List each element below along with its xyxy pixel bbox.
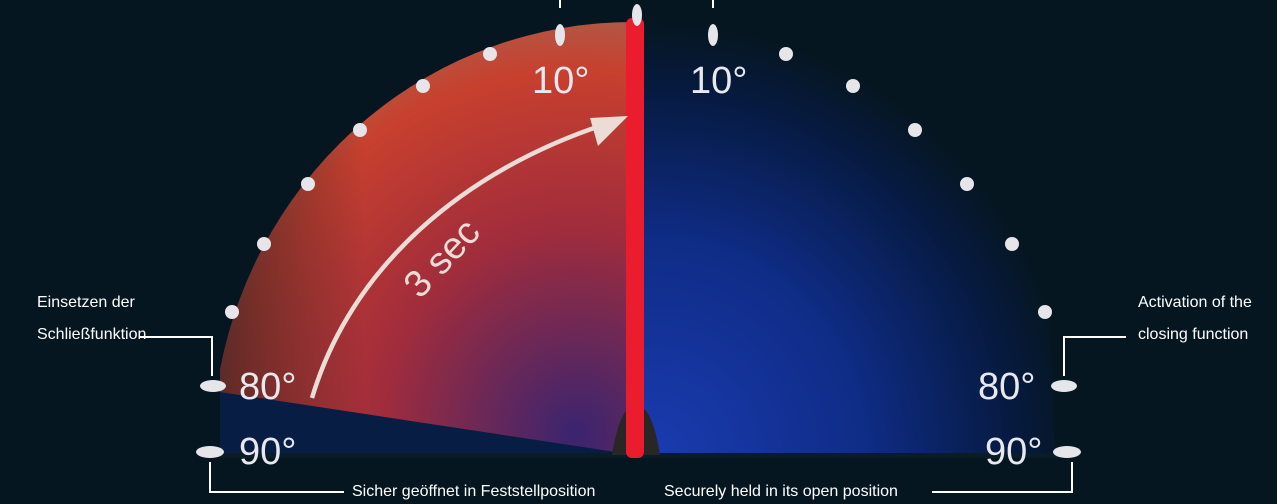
bracket-lines bbox=[140, 336, 1126, 493]
marker-dot bbox=[196, 446, 224, 458]
de-hold-label: Sicher geöffnet in Feststellposition bbox=[352, 483, 596, 500]
marker-dot bbox=[416, 79, 430, 93]
marker-dot bbox=[960, 177, 974, 191]
marker-dot bbox=[846, 79, 860, 93]
open-sector bbox=[635, 24, 1055, 455]
marker-dot bbox=[353, 123, 367, 137]
angle-label-left-80: 80° bbox=[239, 366, 297, 408]
marker-dot bbox=[1005, 237, 1019, 251]
arrow-head-icon bbox=[590, 116, 628, 146]
hold-sector-left bbox=[220, 392, 635, 455]
marker-dot bbox=[1053, 446, 1081, 458]
marker-dot bbox=[483, 47, 497, 61]
marker-dot bbox=[908, 123, 922, 137]
marker-dot bbox=[301, 177, 315, 191]
marker-dot bbox=[779, 47, 793, 61]
marker-dot bbox=[200, 380, 226, 392]
de-activation-label-2: Schließfunktion bbox=[37, 326, 147, 343]
bracket-de-activation bbox=[140, 336, 213, 376]
bracket-de-hold bbox=[209, 462, 344, 493]
angle-label-left-90: 90° bbox=[239, 431, 297, 473]
bracket-en-activation bbox=[1063, 336, 1126, 376]
marker-dot bbox=[1051, 380, 1077, 392]
timer-arrow bbox=[309, 119, 613, 399]
marker-dot bbox=[1038, 305, 1052, 319]
en-hold-label: Securely held in its open position bbox=[664, 483, 898, 500]
bracket-en-hold bbox=[932, 462, 1073, 493]
angle-label-right-10: 10° bbox=[690, 60, 748, 102]
de-activation-label-1: Einsetzen der bbox=[37, 294, 135, 311]
door-leaf bbox=[626, 18, 644, 458]
left-angle-markers bbox=[196, 24, 565, 458]
marker-dot bbox=[225, 305, 239, 319]
marker-dot bbox=[632, 4, 642, 26]
marker-dot bbox=[555, 24, 565, 46]
angle-label-left-10: 10° bbox=[532, 60, 590, 102]
angle-label-right-80: 80° bbox=[978, 366, 1036, 408]
angle-label-right-90: 90° bbox=[985, 431, 1043, 473]
en-activation-label-2: closing function bbox=[1138, 326, 1249, 343]
en-activation-label-1: Activation of the bbox=[1138, 294, 1252, 311]
marker-dot bbox=[257, 237, 271, 251]
right-angle-markers bbox=[632, 4, 1081, 458]
marker-dot bbox=[708, 24, 718, 46]
